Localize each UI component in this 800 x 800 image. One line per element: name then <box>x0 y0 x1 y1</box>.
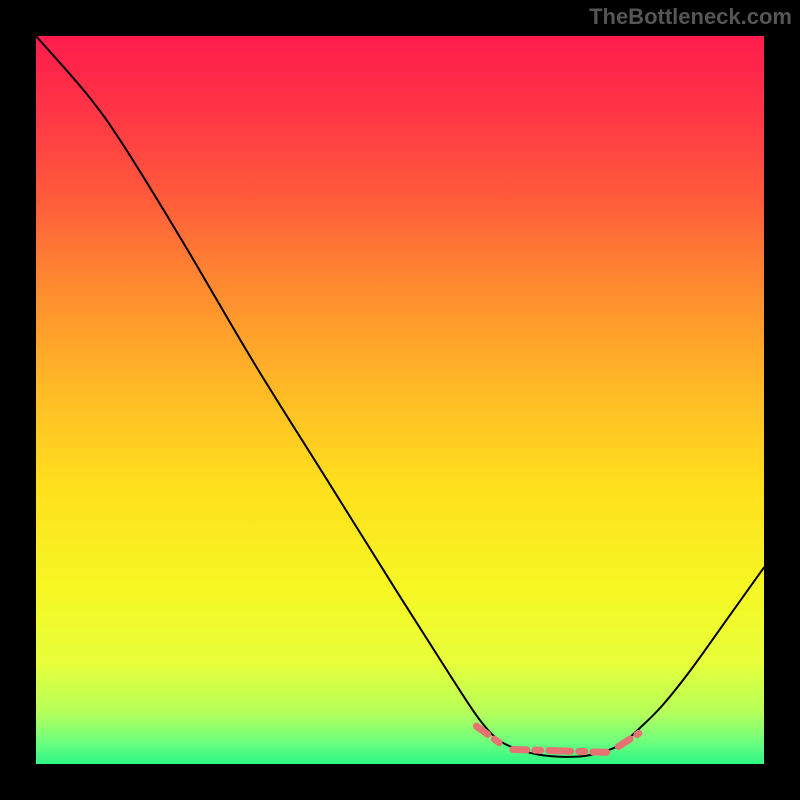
marker-segment <box>513 749 608 752</box>
chart-container <box>36 36 764 764</box>
watermark-text: TheBottleneck.com <box>589 4 792 30</box>
chart-background <box>36 36 764 764</box>
bottleneck-curve-chart <box>36 36 764 764</box>
